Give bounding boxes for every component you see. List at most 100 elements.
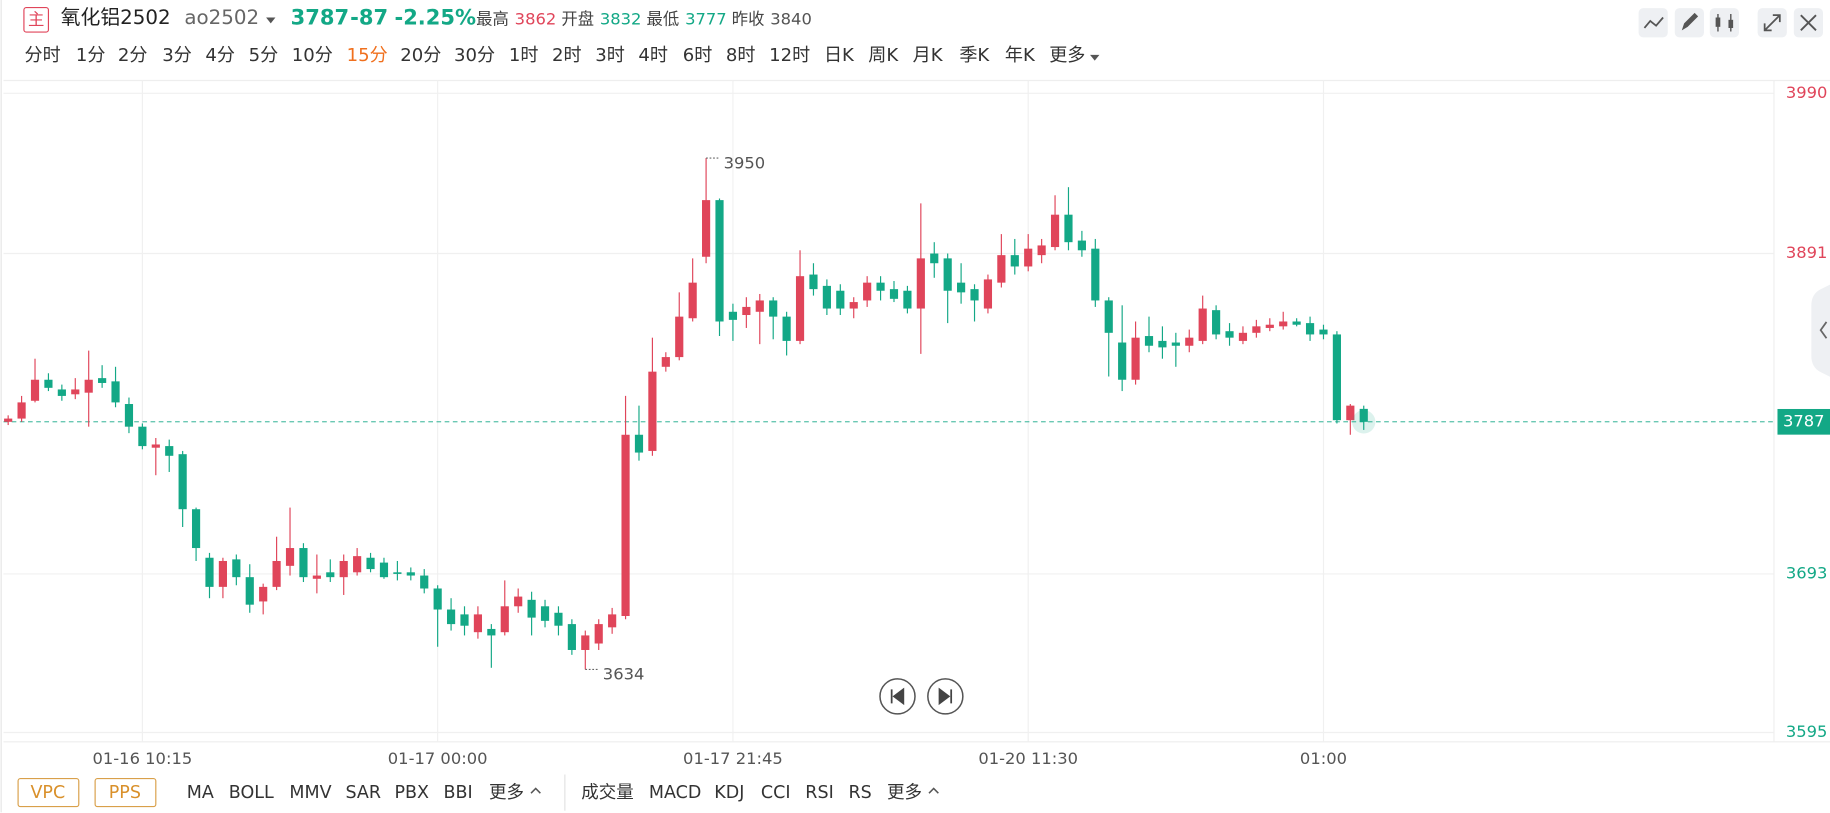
candle-body bbox=[715, 200, 724, 322]
candle-body bbox=[393, 572, 402, 574]
candle-body bbox=[594, 624, 603, 644]
candle-body bbox=[554, 612, 563, 626]
candle-body bbox=[326, 572, 335, 578]
main-indicator[interactable]: 更多 bbox=[489, 783, 524, 803]
main-indicator[interactable]: SAR bbox=[345, 783, 381, 803]
period-tab[interactable]: 15分 bbox=[347, 45, 388, 66]
period-tab[interactable]: 5分 bbox=[249, 45, 279, 66]
price-change: -87 bbox=[350, 6, 388, 30]
period-tab[interactable]: 分时 bbox=[25, 45, 61, 66]
candle-body bbox=[581, 635, 590, 650]
period-tab[interactable]: 8时 bbox=[726, 45, 756, 66]
candle-body bbox=[218, 560, 227, 587]
candle-body bbox=[1077, 240, 1086, 251]
stat-value: 3777 bbox=[685, 9, 727, 28]
main-indicator[interactable]: BBI bbox=[443, 783, 472, 803]
period-tab[interactable]: 10分 bbox=[292, 45, 333, 66]
main-indicator[interactable]: MMV bbox=[289, 783, 331, 803]
y-tick-label: 3891 bbox=[1786, 243, 1828, 262]
indicator-boxed[interactable]: VPC bbox=[30, 783, 65, 803]
period-tab[interactable]: 12时 bbox=[769, 45, 810, 66]
candle-body bbox=[1332, 334, 1341, 421]
stat-label: 最低 bbox=[647, 9, 680, 28]
period-tab[interactable]: 月K bbox=[913, 45, 944, 66]
candle-body bbox=[406, 572, 415, 576]
candle-body bbox=[84, 379, 93, 393]
period-tab[interactable]: 年K bbox=[1005, 45, 1036, 66]
expand-caret bbox=[928, 787, 939, 794]
y-tick-label: 3595 bbox=[1786, 722, 1828, 741]
sub-indicator[interactable]: CCI bbox=[761, 783, 791, 803]
candle-body bbox=[514, 596, 523, 607]
stat-label: 最高 bbox=[476, 9, 509, 28]
dropdown-caret[interactable] bbox=[266, 17, 276, 24]
tool-icon bbox=[1681, 12, 1699, 31]
candle-body bbox=[205, 557, 214, 587]
candle-body bbox=[1171, 342, 1180, 346]
candle-body bbox=[151, 444, 160, 448]
candle-body bbox=[795, 276, 805, 341]
period-tab[interactable]: 6时 bbox=[683, 45, 713, 66]
x-tick-label: 01-20 11:30 bbox=[978, 749, 1078, 768]
candle-body bbox=[178, 454, 187, 510]
x-tick-label: 01-17 21:45 bbox=[683, 749, 783, 768]
main-indicator[interactable]: BOLL bbox=[229, 783, 274, 803]
candle-body bbox=[1024, 248, 1033, 267]
candle-body bbox=[98, 378, 107, 383]
expand-caret bbox=[530, 787, 541, 794]
period-tab[interactable]: 2分 bbox=[118, 45, 148, 66]
min-label: 3634 bbox=[603, 665, 645, 684]
sub-indicator[interactable]: KDJ bbox=[714, 783, 744, 803]
side-tab-arrow bbox=[1819, 321, 1828, 339]
stat-label: 昨收 bbox=[732, 9, 765, 28]
candle-body bbox=[876, 282, 885, 291]
candle-body bbox=[1359, 408, 1368, 422]
candle-body bbox=[661, 357, 670, 367]
indicator-box[interactable] bbox=[17, 778, 80, 808]
main-indicator[interactable]: PBX bbox=[394, 783, 429, 803]
playback-icon bbox=[890, 687, 905, 706]
candle-body bbox=[1252, 326, 1261, 333]
candle-body bbox=[17, 402, 26, 419]
period-tab[interactable]: 季K bbox=[959, 45, 990, 66]
instrument-name[interactable]: 氧化铝2502 bbox=[61, 6, 171, 29]
sub-indicator[interactable]: 更多 bbox=[887, 783, 922, 803]
candle-body bbox=[527, 599, 536, 618]
candle-body bbox=[1238, 332, 1248, 341]
main-indicator[interactable]: MA bbox=[187, 783, 214, 803]
candle-body bbox=[138, 426, 147, 447]
period-tab[interactable]: 2时 bbox=[552, 45, 582, 66]
instrument-code[interactable]: ao2502 bbox=[184, 6, 259, 29]
period-tab[interactable]: 4时 bbox=[638, 45, 668, 66]
last-price: 3787 bbox=[291, 6, 349, 30]
candle-body bbox=[849, 302, 858, 309]
candle-body bbox=[165, 446, 174, 456]
candle-body bbox=[621, 434, 630, 617]
period-tab[interactable]: 更多 bbox=[1049, 45, 1085, 66]
tool-button[interactable] bbox=[1709, 8, 1739, 38]
period-tab[interactable]: 4分 bbox=[205, 45, 235, 66]
period-tab[interactable]: 3时 bbox=[595, 45, 625, 66]
candle-body bbox=[1118, 342, 1127, 380]
y-tick-label: 3693 bbox=[1786, 563, 1828, 582]
sub-indicator[interactable]: MACD bbox=[649, 783, 701, 803]
period-tab[interactable]: 1时 bbox=[509, 45, 539, 66]
period-tab[interactable]: 3分 bbox=[162, 45, 192, 66]
sub-indicator[interactable]: RSI bbox=[805, 783, 833, 803]
period-tab[interactable]: 1分 bbox=[76, 45, 106, 66]
candle-body bbox=[916, 258, 925, 309]
period-tab[interactable]: 日K bbox=[824, 45, 855, 66]
candle-body bbox=[809, 274, 818, 290]
candle-body bbox=[353, 556, 362, 573]
candle-body bbox=[259, 586, 268, 602]
period-tab[interactable]: 30分 bbox=[454, 45, 495, 66]
sub-indicator[interactable]: RS bbox=[848, 783, 871, 803]
candle-body bbox=[822, 285, 831, 309]
period-tab[interactable]: 周K bbox=[868, 45, 899, 66]
period-tab[interactable]: 20分 bbox=[400, 45, 441, 66]
indicator-box[interactable] bbox=[94, 778, 157, 808]
candle-body bbox=[1319, 329, 1328, 335]
indicator-boxed[interactable]: PPS bbox=[109, 783, 141, 803]
sub-indicator[interactable]: 成交量 bbox=[581, 783, 634, 803]
